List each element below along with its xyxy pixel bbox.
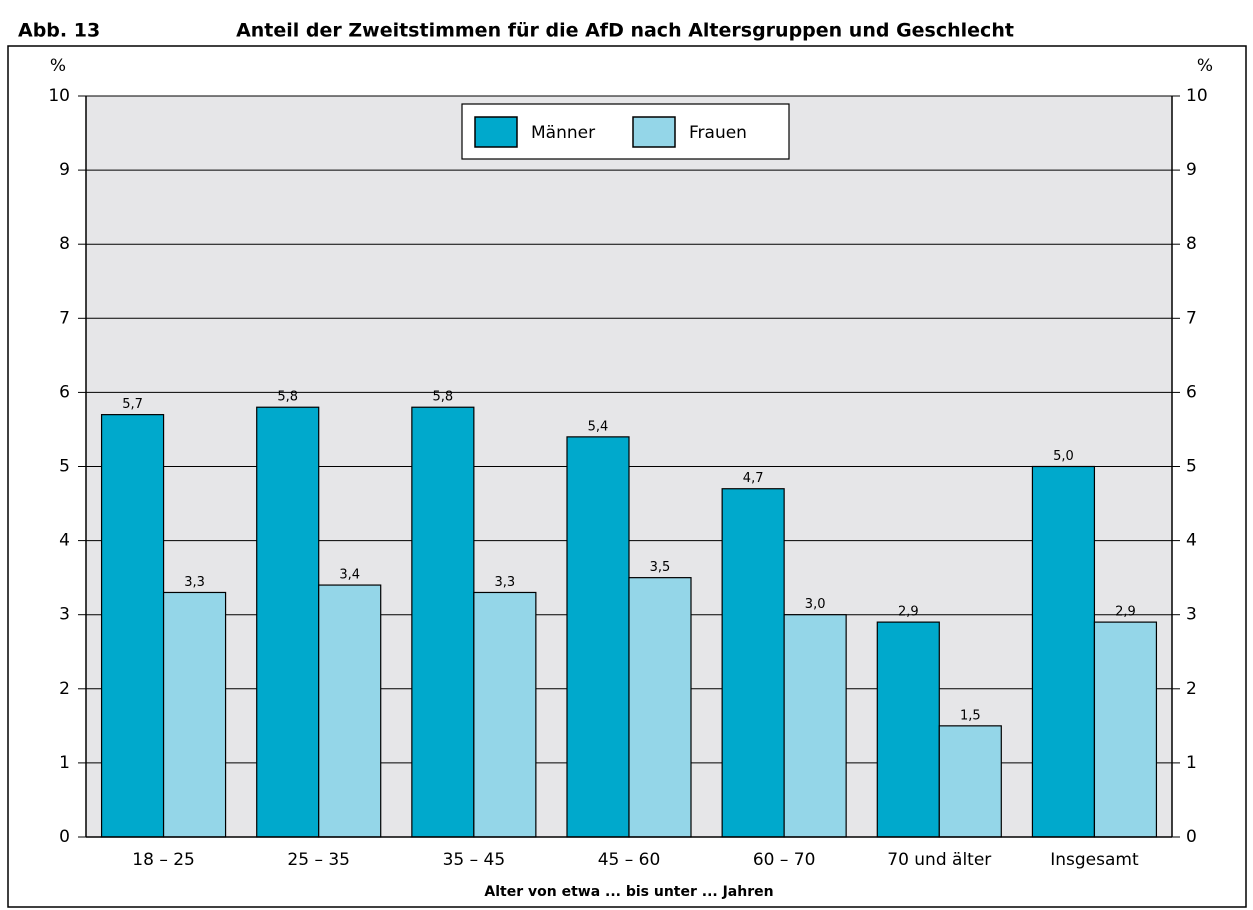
value-label: 2,9 [898,605,919,620]
bar [473,591,537,838]
y2-tick-label: 2 [1186,679,1197,699]
bar [162,591,227,838]
bar [721,488,785,838]
figure-label: Abb. 13 [18,20,100,42]
y-tick-label: 3 [59,605,70,625]
x-axis-label: Alter von etwa ... bis unter ... Jahren [484,884,773,900]
value-label: 5,7 [122,397,143,412]
bar [256,406,320,838]
x-tick-label: 35 – 45 [443,850,506,870]
y-tick-label: 10 [48,86,70,106]
bar [1093,621,1158,838]
y-tick-label: 0 [59,827,70,847]
y2-tick-label: 10 [1186,86,1208,106]
value-label: 5,0 [1053,449,1074,464]
x-tick-label: 45 – 60 [598,850,661,870]
y2-tick-label: 1 [1186,753,1197,773]
y-tick-label: 4 [59,531,70,551]
bar [876,621,940,838]
legend-swatch [474,116,518,148]
y2-tick-label: 5 [1186,457,1197,477]
value-label: 3,4 [339,568,360,583]
bar [100,414,165,838]
y2-tick-label: 8 [1186,234,1197,254]
y2-tick-label: 9 [1186,160,1197,180]
value-label: 3,5 [650,560,671,575]
y2-tick-label: 7 [1186,308,1197,328]
value-label: 5,8 [433,390,454,405]
value-label: 3,3 [184,575,205,590]
y-tick-label: 5 [59,457,70,477]
legend-label: Männer [531,123,595,143]
x-tick-label: 60 – 70 [753,850,816,870]
value-label: 4,7 [743,471,764,486]
y-tick-label: 1 [59,753,70,773]
bar [566,436,630,838]
y-tick-label: 9 [59,160,70,180]
y2-tick-label: 0 [1186,827,1197,847]
y-unit: % [50,56,66,76]
bar [1031,465,1096,838]
frame [7,45,1247,908]
value-label: 5,8 [277,390,298,405]
bar [783,614,847,838]
x-tick-label: 18 – 25 [132,850,195,870]
y-tick-label: 6 [59,382,70,402]
value-label: 1,5 [960,708,981,723]
y-tick-label: 7 [59,308,70,328]
value-label: 3,3 [495,575,516,590]
y2-tick-label: 4 [1186,531,1197,551]
y-tick-label: 2 [59,679,70,699]
value-label: 3,0 [805,597,826,612]
x-tick-label: 70 und älter [887,850,991,870]
y2-tick-label: 3 [1186,605,1197,625]
y2-unit: % [1197,56,1213,76]
y-tick-label: 8 [59,234,70,254]
legend-label: Frauen [689,123,747,143]
value-label: 2,9 [1115,605,1136,620]
y2-tick-label: 6 [1186,382,1197,402]
value-label: 5,4 [588,419,609,434]
x-tick-label: 25 – 35 [287,850,350,870]
bar [938,725,1002,838]
bar [318,584,382,838]
x-tick-label: Insgesamt [1050,850,1139,870]
chart-title: Anteil der Zweitstimmen für die AfD nach… [236,20,1014,42]
bar [628,577,692,838]
bar [411,406,475,838]
legend-swatch [632,116,676,148]
